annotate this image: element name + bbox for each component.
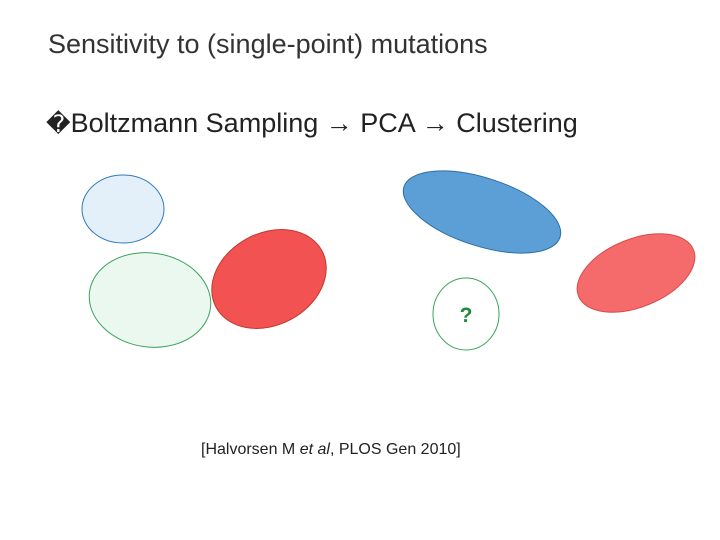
bullet-glyph-icon: �	[46, 110, 71, 138]
citation-prefix: [Halvorsen M	[201, 441, 300, 458]
red-cluster	[211, 229, 327, 329]
citation-italic: et al	[299, 441, 330, 458]
blue-cluster	[402, 170, 562, 254]
bullet-text: Boltzmann Sampling → PCA → Clustering	[70, 108, 578, 138]
light-red-cluster	[576, 233, 696, 313]
slide-title: Sensitivity to (single-point) mutations	[48, 29, 488, 59]
citation: [Halvorsen M et al, PLOS Gen 2010]	[201, 441, 461, 459]
unknown-cluster	[432, 277, 500, 351]
bullet-line: �Boltzmann Sampling → PCA → Clustering	[46, 108, 578, 139]
citation-suffix: , PLOS Gen 2010]	[329, 441, 461, 458]
pale-blue-cluster	[81, 174, 165, 244]
pale-green-cluster	[88, 252, 212, 348]
question-mark: ?	[460, 304, 473, 327]
